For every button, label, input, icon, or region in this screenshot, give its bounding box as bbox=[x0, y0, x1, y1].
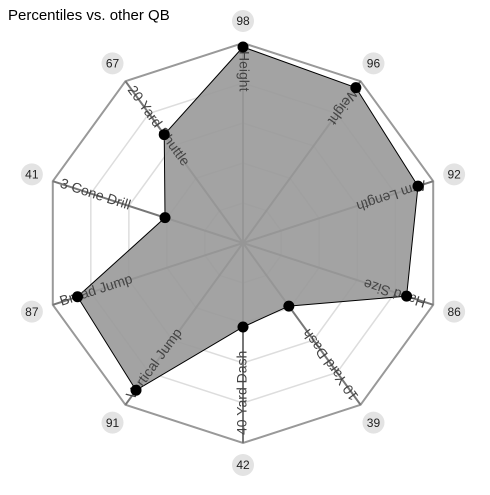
data-point bbox=[159, 212, 171, 224]
value-badge bbox=[232, 10, 254, 32]
axis-label: 10 Yard Dash bbox=[299, 326, 362, 404]
axis-label: Height bbox=[236, 51, 252, 92]
value-label: 86 bbox=[447, 305, 461, 319]
value-label: 41 bbox=[25, 168, 39, 182]
data-point bbox=[412, 180, 424, 192]
value-badge bbox=[101, 52, 124, 75]
value-badge bbox=[101, 411, 124, 434]
axis-label: 40 Yard Dash bbox=[234, 351, 250, 435]
value-badge bbox=[20, 163, 43, 186]
value-badge bbox=[362, 52, 385, 75]
value-label: 92 bbox=[447, 168, 461, 182]
value-label: 67 bbox=[106, 57, 120, 71]
value-label: 42 bbox=[236, 458, 250, 472]
data-point bbox=[130, 384, 142, 396]
data-point bbox=[158, 129, 170, 141]
value-label: 91 bbox=[106, 416, 120, 430]
axis-label: 3 Cone Drill bbox=[58, 175, 133, 213]
data-point bbox=[401, 290, 413, 302]
data-point bbox=[350, 82, 362, 94]
value-label: 96 bbox=[367, 57, 381, 71]
data-point bbox=[237, 41, 249, 53]
value-label: 39 bbox=[367, 416, 381, 430]
value-label: 87 bbox=[25, 305, 39, 319]
data-point bbox=[72, 291, 84, 303]
value-badge bbox=[362, 411, 385, 434]
data-point bbox=[237, 321, 249, 333]
value-badge bbox=[20, 300, 43, 323]
value-label: 98 bbox=[236, 14, 250, 28]
value-badge bbox=[232, 454, 254, 476]
value-badge bbox=[443, 163, 466, 186]
data-point bbox=[283, 300, 295, 312]
value-badge bbox=[443, 300, 466, 323]
chart-title: Percentiles vs. other QB bbox=[8, 7, 170, 24]
